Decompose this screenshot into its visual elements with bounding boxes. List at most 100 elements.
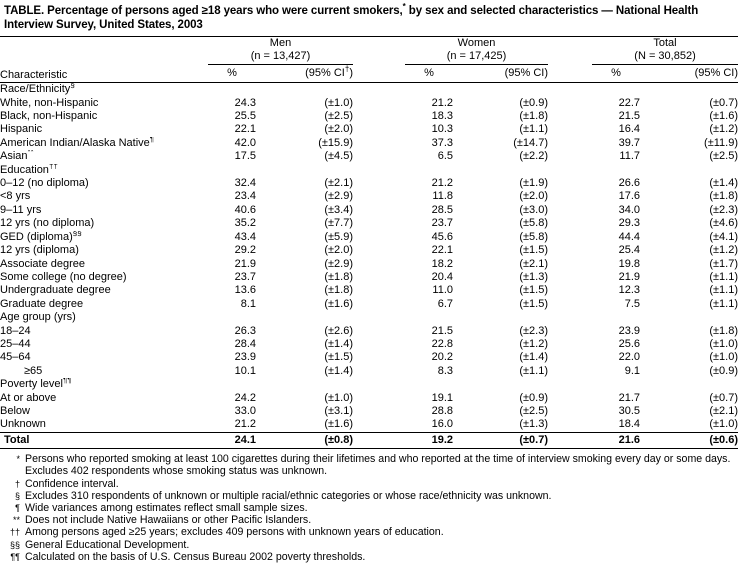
table-row: <8 yrs 23.4 (±2.9) 11.8 (±2.0) 17.6 (±1.8) — [0, 190, 738, 203]
column-gap — [548, 204, 592, 217]
column-gap — [353, 123, 405, 136]
total-percent-cell: 22.0 — [618, 351, 640, 364]
column-gap — [548, 351, 592, 364]
men-ci-cell: (±1.5) — [324, 351, 353, 364]
men-group-header: Men (n = 13,427) — [208, 37, 353, 65]
table-row: Hispanic 22.1 (±2.0) 10.3 (±1.1) 16.4 (±1.2) — [0, 123, 738, 136]
column-gap — [548, 338, 592, 351]
column-gap — [353, 418, 405, 432]
women-ci-cell: (±5.8) — [519, 217, 548, 230]
total-ci-cell: (±1.7) — [709, 257, 738, 270]
women-ci-cell: (±1.5) — [519, 284, 548, 297]
column-gap — [548, 284, 592, 297]
men-ci-cell: (±1.8) — [324, 284, 353, 297]
men-percent-cell: 43.4 — [234, 230, 256, 243]
men-ci-header-close: ) — [349, 66, 353, 79]
footnotes: * Persons who reported smoking at least 1… — [0, 449, 738, 563]
column-gap — [353, 231, 405, 244]
men-percent-cell: 23.7 — [234, 270, 256, 283]
women-percent-cell: 21.5 — [431, 324, 453, 337]
men-percent-cell: 8.1 — [240, 297, 256, 310]
women-percent-cell: 28.5 — [431, 203, 453, 216]
total-ci-header-text: (95% CI — [694, 66, 735, 79]
total-percent-cell: 21.7 — [618, 391, 640, 404]
total-ci-cell: (±1.8) — [709, 190, 738, 203]
characteristic-cell: 12 yrs (diploma) — [0, 244, 79, 257]
total-ci-cell: (±1.0) — [709, 418, 738, 431]
column-gap — [353, 298, 405, 311]
characteristic-cell: Undergraduate degree — [0, 284, 111, 297]
characteristic-cell: <8 yrs — [0, 190, 31, 203]
men-ci-header-text: (95% CI — [305, 66, 345, 79]
footnote-text: General Educational Development. — [25, 538, 190, 551]
men-group-label: Men — [269, 37, 292, 49]
section-heading: Race/Ethnicity§ — [0, 83, 738, 97]
men-percent-cell: 26.3 — [234, 324, 256, 337]
men-ci-cell: (±1.0) — [324, 391, 353, 404]
women-percent-cell: 18.3 — [431, 110, 453, 123]
men-percent-cell: 22.1 — [234, 123, 256, 136]
total-ci-cell: (±0.7) — [709, 96, 738, 109]
footnote-text: Wide variances among estimates reflect s… — [25, 502, 308, 514]
women-ci-cell: (±0.7) — [453, 431, 548, 450]
men-percent-cell: 35.2 — [234, 217, 256, 230]
total-percent-cell: 26.6 — [618, 177, 640, 190]
men-ci-cell: (±3.4) — [324, 203, 353, 216]
table-body: Race/Ethnicity§ White, non-Hispanic 24.3 (±… — [0, 83, 738, 450]
total-ci-cell: (±1.2) — [709, 244, 738, 257]
total-ci-header: (95% CI) — [640, 64, 738, 84]
table-row: 45–64 23.9 (±1.5) 20.2 (±1.4) 22.0 (±1.0) — [0, 351, 738, 364]
total-ci-cell: (±0.6) — [640, 431, 738, 450]
column-gap — [548, 177, 592, 190]
women-percent-cell: 10.3 — [431, 123, 453, 136]
footnote: †† Among persons aged ≥25 years; excludes… — [4, 526, 736, 538]
table-row: 0–12 (no diploma) 32.4 (±2.1) 21.2 (±1.9) 26.… — [0, 177, 738, 190]
smoking-prevalence-table: Characteristic Men (n = 13,427) Women (n =… — [0, 37, 738, 450]
footnote-text: Confidence interval. — [25, 477, 119, 490]
characteristic-cell: ≥65 — [24, 364, 43, 377]
footnote-text: Among persons aged ≥25 years; excludes 4… — [25, 526, 444, 539]
women-ci-cell: (±1.5) — [519, 244, 548, 257]
column-gap — [353, 431, 405, 450]
men-percent-cell: 21.2 — [234, 418, 256, 431]
column-gap — [353, 351, 405, 364]
women-ci-cell: (±0.9) — [519, 391, 548, 404]
men-ci-cell: (±2.0) — [324, 244, 353, 257]
men-ci-cell: (±2.9) — [324, 190, 353, 203]
women-percent-cell: 18.2 — [431, 257, 453, 270]
women-ci-cell: (±1.5) — [519, 297, 548, 310]
column-gap — [353, 365, 405, 378]
footnote: ** Does not include Native Hawaiians or o… — [4, 514, 736, 526]
characteristic-cell: White, non-Hispanic — [0, 96, 99, 109]
total-ci-header-close: ) — [734, 66, 738, 79]
total-percent-cell: 19.8 — [618, 257, 640, 270]
characteristic-cell: 25–44 — [0, 337, 31, 350]
women-percent-cell: 20.4 — [431, 270, 453, 283]
table-row: GED (diploma)§§ 43.4 (±5.9) 45.6 (±5.8) 44.4 (… — [0, 231, 738, 244]
men-ci-cell: (±1.6) — [324, 297, 353, 310]
men-ci-cell: (±1.0) — [324, 96, 353, 109]
total-percent-cell: 44.4 — [618, 230, 640, 243]
women-percent-cell: 28.8 — [431, 404, 453, 417]
column-gap — [548, 431, 592, 450]
men-ci-cell: (±5.9) — [324, 230, 353, 243]
total-percent-cell: 21.6 — [592, 431, 640, 450]
men-ci-cell: (±1.6) — [324, 418, 353, 431]
column-gap — [353, 338, 405, 351]
total-ci-cell: (±4.1) — [709, 230, 738, 243]
table-row: Asian** 17.5 (±4.5) 6.5 (±2.2) 11.7 (±2.5) — [0, 150, 738, 163]
women-percent-cell: 22.8 — [431, 337, 453, 350]
column-gap — [548, 365, 592, 378]
section-heading: Age group (yrs) — [0, 311, 76, 324]
total-percent-cell: 39.7 — [618, 136, 640, 149]
footnote-text: Calculated on the basis of U.S. Census B… — [25, 550, 366, 563]
women-ci-cell: (±0.9) — [519, 96, 548, 109]
column-gap — [353, 244, 405, 257]
men-percent-cell: 32.4 — [234, 177, 256, 190]
women-ci-header-text: (95% CI — [504, 66, 545, 79]
men-percent-cell: 33.0 — [234, 404, 256, 417]
total-percent-cell: 21.5 — [618, 110, 640, 123]
men-percent-cell: 25.5 — [234, 110, 256, 123]
women-ci-cell: (±2.3) — [519, 324, 548, 337]
